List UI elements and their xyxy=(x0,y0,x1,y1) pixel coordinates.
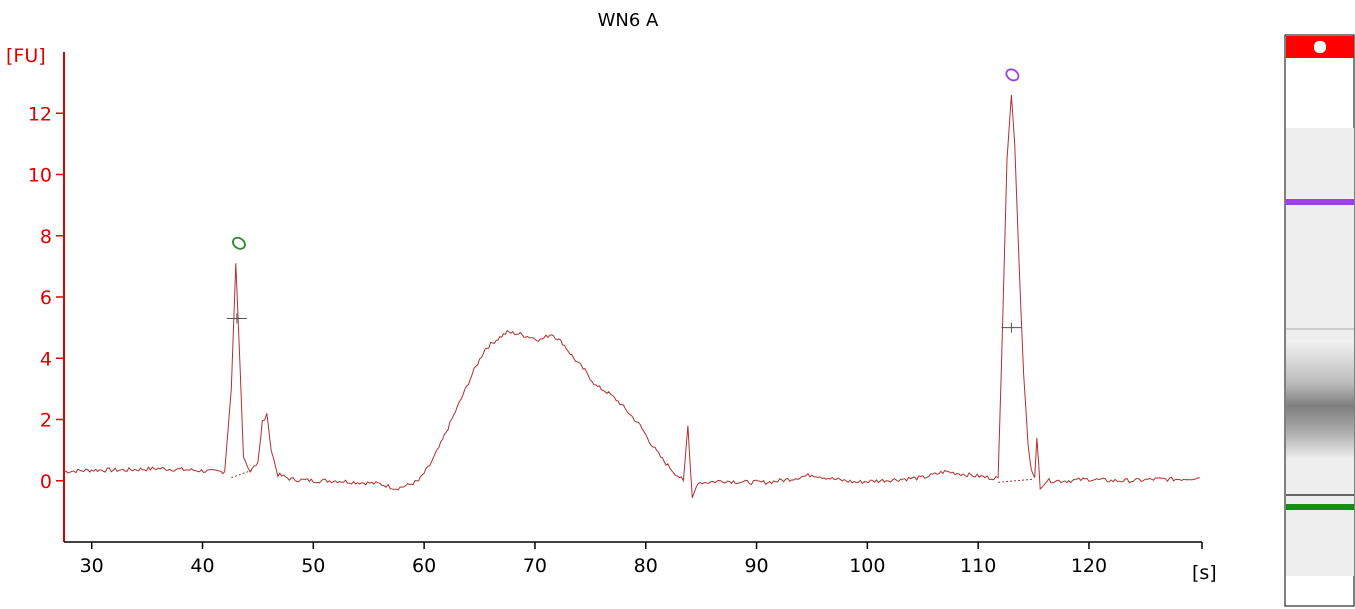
y-tick-label: 6 xyxy=(40,287,52,309)
x-tick-label: 100 xyxy=(849,555,885,577)
gel-smear-band xyxy=(1286,340,1354,460)
gel-band-faint xyxy=(1286,328,1354,330)
trace-line xyxy=(63,94,1200,498)
y-tick-label: 4 xyxy=(40,348,52,370)
y-tick-label: 10 xyxy=(28,165,52,187)
x-tick-label: 70 xyxy=(523,555,547,577)
x-tick-label: 50 xyxy=(301,555,325,577)
y-axis-label: [FU] xyxy=(6,45,46,67)
x-tick-label: 120 xyxy=(1071,555,1107,577)
peak-baseline xyxy=(231,469,253,479)
y-tick-label: 8 xyxy=(40,226,52,248)
peak-marker-icon xyxy=(1005,68,1020,82)
y-tick-label: 2 xyxy=(40,410,52,432)
plot-area: 0 2 4 6 8 10 12 [FU] 30 40 50 60 70 80 90 100 110 120 [s] xyxy=(6,45,1217,584)
x-tick-label: 30 xyxy=(80,555,104,577)
peak-baseline xyxy=(998,478,1034,483)
y-tick-label: 0 xyxy=(40,471,52,493)
x-tick-label: 40 xyxy=(190,555,214,577)
gel-band-dark xyxy=(1286,494,1354,496)
x-tick-label: 90 xyxy=(744,555,768,577)
gel-top-marker-dot xyxy=(1314,41,1326,53)
x-axis-label: [s] xyxy=(1192,562,1217,584)
y-tick-label: 12 xyxy=(28,103,52,125)
peak-marker-icon xyxy=(232,236,246,250)
x-tick-label: 80 xyxy=(634,555,658,577)
x-tick-label: 110 xyxy=(960,555,996,577)
gel-lane xyxy=(1284,34,1355,607)
chart-title: WN6 A xyxy=(598,10,659,31)
x-tick-label: 60 xyxy=(412,555,436,577)
gel-band-lower-marker xyxy=(1286,504,1354,510)
gel-band-upper-marker xyxy=(1286,199,1354,205)
